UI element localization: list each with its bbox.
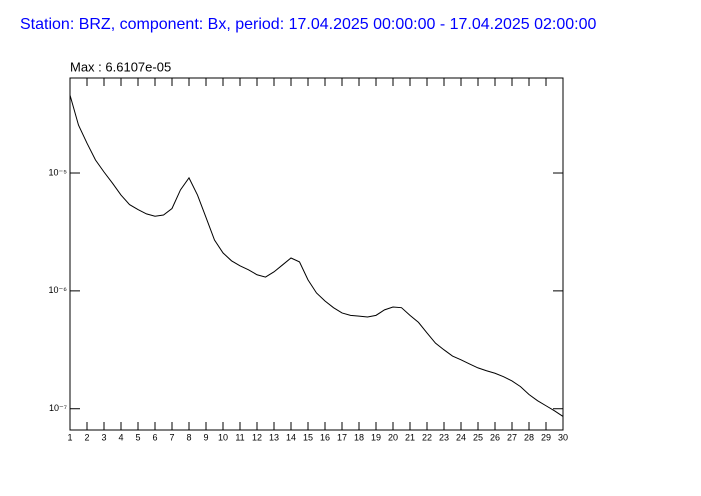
x-tick-label: 18 xyxy=(354,432,364,442)
x-tick-label: 20 xyxy=(388,432,398,442)
x-tick-label: 17 xyxy=(337,432,347,442)
x-tick-label: 5 xyxy=(135,432,140,442)
x-tick-label: 25 xyxy=(473,432,483,442)
x-tick-label: 9 xyxy=(203,432,208,442)
x-tick-label: 6 xyxy=(152,432,157,442)
x-tick-label: 27 xyxy=(507,432,517,442)
x-tick-label: 16 xyxy=(320,432,330,442)
x-tick-label: 15 xyxy=(303,432,313,442)
y-tick-label: 10⁻⁵ xyxy=(49,167,68,177)
chart-title: Station: BRZ, component: Bx, period: 17.… xyxy=(20,16,597,33)
x-tick-label: 8 xyxy=(186,432,191,442)
x-tick-label: 26 xyxy=(490,432,500,442)
x-tick-label: 30 xyxy=(558,432,568,442)
x-tick-label: 29 xyxy=(541,432,551,442)
x-tick-label: 23 xyxy=(439,432,449,442)
x-tick-label: 24 xyxy=(456,432,466,442)
spectrum-line xyxy=(69,94,564,417)
x-tick-label: 13 xyxy=(269,432,279,442)
x-tick-label: 11 xyxy=(235,432,244,442)
x-tick-label: 10 xyxy=(218,432,228,442)
x-tick-label: 7 xyxy=(169,432,174,442)
x-tick-label: 2 xyxy=(84,432,89,442)
x-tick-label: 1 xyxy=(67,432,72,442)
y-tick-label: 10⁻⁶ xyxy=(49,285,68,295)
x-tick-label: 4 xyxy=(118,432,123,442)
x-tick-label: 14 xyxy=(286,432,296,442)
x-tick-label: 3 xyxy=(101,432,106,442)
x-tick-label: 19 xyxy=(371,432,381,442)
max-annotation: Max : 6.6107e-05 xyxy=(70,59,171,74)
x-tick-label: 28 xyxy=(524,432,534,442)
x-tick-label: 12 xyxy=(252,432,262,442)
x-tick-label: 22 xyxy=(422,432,432,442)
y-tick-label: 10⁻⁷ xyxy=(49,403,67,413)
plot-frame xyxy=(69,77,564,431)
x-tick-label: 21 xyxy=(405,432,415,442)
